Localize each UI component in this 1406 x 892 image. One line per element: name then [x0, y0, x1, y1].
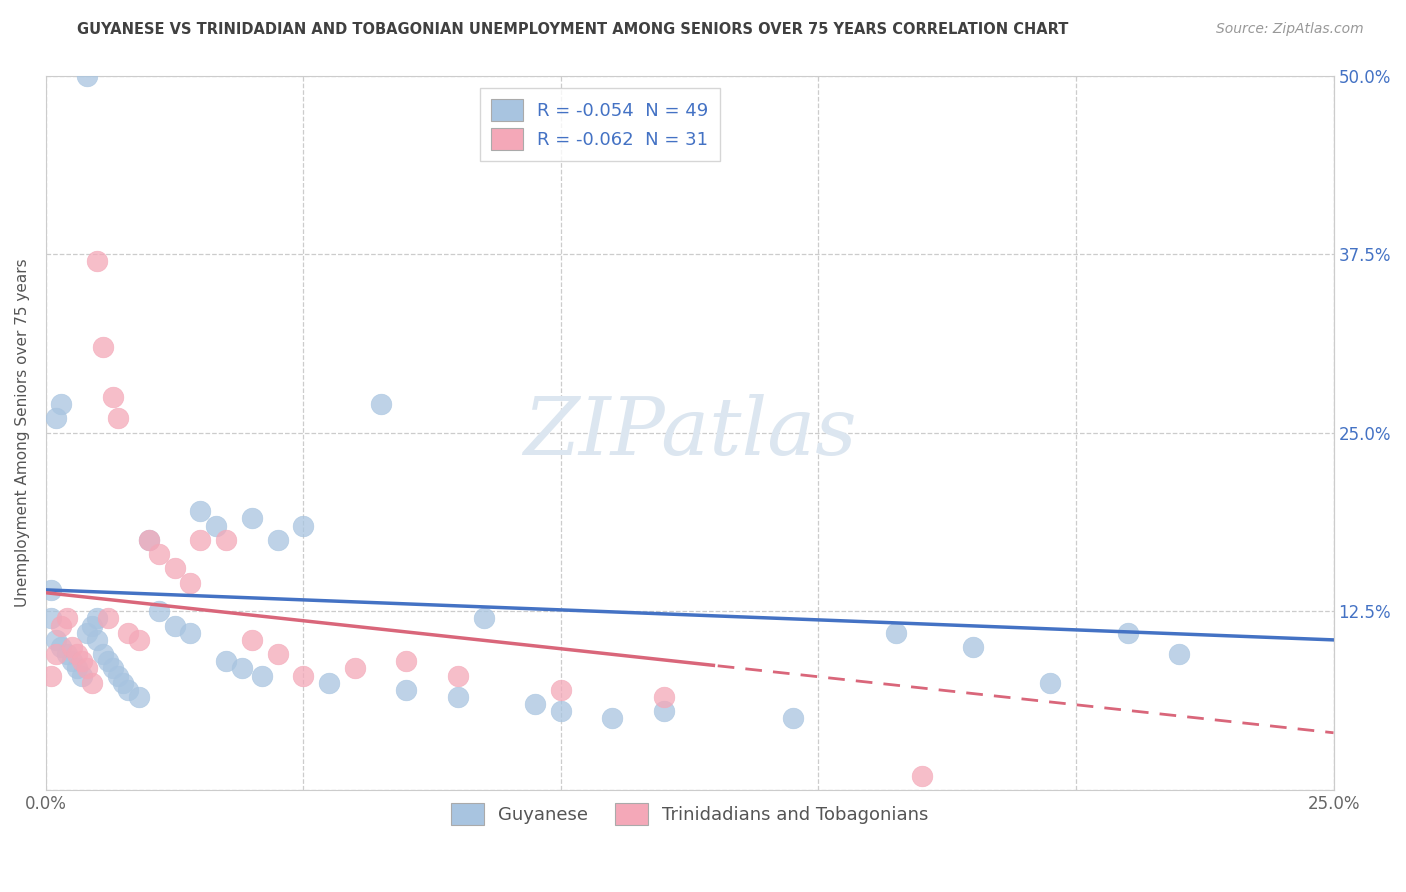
Point — [318, 675, 340, 690]
Point — [97, 654, 120, 668]
Point — [240, 632, 263, 647]
Point — [550, 682, 572, 697]
Point — [215, 654, 238, 668]
Point — [55, 611, 77, 625]
Point — [70, 668, 93, 682]
Point — [51, 640, 73, 654]
Point — [447, 668, 470, 682]
Point — [39, 668, 62, 682]
Point — [39, 611, 62, 625]
Point — [179, 575, 201, 590]
Point — [395, 654, 418, 668]
Point — [45, 411, 67, 425]
Point — [97, 611, 120, 625]
Point — [51, 618, 73, 632]
Point — [138, 533, 160, 547]
Point — [524, 697, 547, 711]
Point — [82, 618, 104, 632]
Text: GUYANESE VS TRINIDADIAN AND TOBAGONIAN UNEMPLOYMENT AMONG SENIORS OVER 75 YEARS : GUYANESE VS TRINIDADIAN AND TOBAGONIAN U… — [77, 22, 1069, 37]
Point — [1168, 647, 1191, 661]
Point — [370, 397, 392, 411]
Point — [395, 682, 418, 697]
Point — [91, 647, 114, 661]
Point — [86, 632, 108, 647]
Point — [138, 533, 160, 547]
Point — [112, 675, 135, 690]
Point — [652, 690, 675, 704]
Point — [163, 618, 186, 632]
Point — [51, 397, 73, 411]
Legend: Guyanese, Trinidadians and Tobagonians: Guyanese, Trinidadians and Tobagonians — [441, 795, 938, 835]
Point — [267, 647, 290, 661]
Point — [66, 647, 89, 661]
Point — [148, 604, 170, 618]
Point — [447, 690, 470, 704]
Point — [82, 675, 104, 690]
Point — [70, 654, 93, 668]
Point — [240, 511, 263, 525]
Point — [66, 661, 89, 675]
Point — [163, 561, 186, 575]
Point — [1116, 625, 1139, 640]
Point — [252, 668, 274, 682]
Point — [550, 704, 572, 718]
Point — [231, 661, 253, 675]
Point — [292, 518, 315, 533]
Point — [190, 533, 212, 547]
Point — [602, 711, 624, 725]
Text: ZIPatlas: ZIPatlas — [523, 394, 856, 472]
Text: Source: ZipAtlas.com: Source: ZipAtlas.com — [1216, 22, 1364, 37]
Point — [148, 547, 170, 561]
Point — [86, 611, 108, 625]
Point — [107, 668, 129, 682]
Point — [55, 647, 77, 661]
Point — [962, 640, 984, 654]
Point — [101, 390, 124, 404]
Point — [117, 625, 139, 640]
Point — [76, 69, 98, 83]
Point — [1039, 675, 1062, 690]
Point — [76, 661, 98, 675]
Point — [910, 769, 932, 783]
Point — [215, 533, 238, 547]
Y-axis label: Unemployment Among Seniors over 75 years: Unemployment Among Seniors over 75 years — [15, 259, 30, 607]
Point — [782, 711, 804, 725]
Point — [884, 625, 907, 640]
Point — [107, 411, 129, 425]
Point — [267, 533, 290, 547]
Point — [652, 704, 675, 718]
Point — [60, 654, 83, 668]
Point — [179, 625, 201, 640]
Point — [76, 625, 98, 640]
Point — [86, 254, 108, 268]
Point — [292, 668, 315, 682]
Point — [343, 661, 366, 675]
Point — [39, 582, 62, 597]
Point — [45, 647, 67, 661]
Point — [128, 690, 150, 704]
Point — [101, 661, 124, 675]
Point — [117, 682, 139, 697]
Point — [128, 632, 150, 647]
Point — [190, 504, 212, 518]
Point — [45, 632, 67, 647]
Point — [205, 518, 228, 533]
Point — [91, 340, 114, 354]
Point — [60, 640, 83, 654]
Point — [472, 611, 495, 625]
